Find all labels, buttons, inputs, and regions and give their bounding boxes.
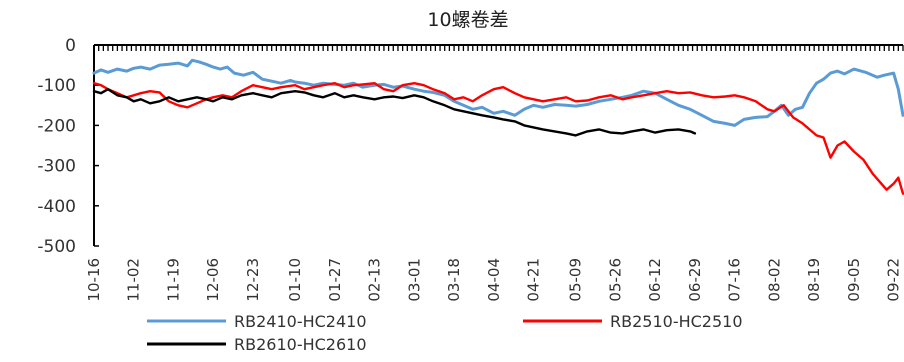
x-tick-label: 02-13 [366,258,384,302]
x-tick-label: 12-06 [204,258,222,302]
series-layer [92,58,904,195]
legend: RB2410-HC2410 RB2510-HC2510 RB2610-HC2610 [147,312,743,354]
legend-label: RB2610-HC2610 [234,335,367,354]
x-tick-label: 01-27 [326,258,344,302]
x-tick-label: 06-12 [646,258,664,302]
x-tick-label: 03-18 [445,258,463,302]
x-tick-label: 11-19 [164,258,182,302]
x-tick-label: 08-19 [805,258,823,302]
legend-label: RB2510-HC2510 [610,312,743,331]
x-tick-label: 08-02 [765,258,783,302]
x-tick-label: 09-05 [845,258,863,302]
x-tick-label: 04-21 [525,258,543,302]
x-tick-label: 10-16 [85,258,103,302]
x-tick-label: 11-02 [125,258,143,302]
y-axis: 0 -100 -200 -300 -400 -500 [37,36,99,257]
chart-title: 10螺卷差 [427,9,508,31]
y-tick-label: -500 [37,237,76,257]
x-tick-label: 06-29 [686,258,704,302]
y-tick-label: -200 [37,116,76,136]
y-tick-label: 0 [65,36,76,56]
series-line-rb2610-hc2610 [92,87,697,137]
x-tick-label: 09-22 [885,258,903,302]
y-tick-label: -300 [37,157,76,177]
x-axis: 10-16 11-02 11-19 12-06 12-23 01-10 01-27 02-13… [85,44,904,302]
y-tick-label: -400 [37,197,76,217]
x-tick-label: 04-04 [485,258,503,302]
x-tick-label: 07-16 [726,258,744,302]
x-tick-label: 05-09 [567,258,585,302]
x-tick-label: 12-23 [244,258,262,302]
x-tick-label: 03-01 [405,258,423,302]
legend-label: RB2410-HC2410 [234,312,367,331]
x-tick-label: 01-10 [286,258,304,302]
y-tick-label: -100 [37,76,76,96]
series-line-rb2510-hc2510 [92,81,904,195]
x-tick-label: 05-26 [606,258,624,302]
